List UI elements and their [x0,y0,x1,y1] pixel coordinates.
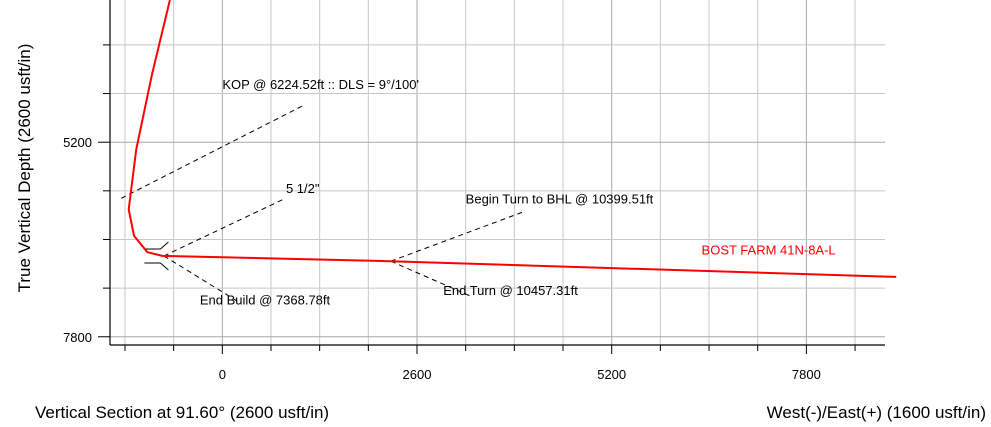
casing-marker [144,241,169,271]
y-axis-label: True Vertical Depth (2600 usft/in) [15,44,34,293]
x-axis-label-left: Vertical Section at 91.60° (2600 usft/in… [35,403,329,422]
y-tick-label: 7800 [63,330,92,345]
series-label: BOST FARM 41N-8A-L [702,242,836,257]
axes [109,0,885,346]
x-tick-label: 2600 [403,367,432,382]
y-tick-label: 5200 [63,135,92,150]
grid [110,0,885,345]
annotation-label: KOP @ 6224.52ft :: DLS = 9°/100' [222,77,419,92]
annotation-leader [163,199,283,257]
ticks: 0 2600 5200 7800 5200 7800 [63,44,856,382]
x-tick-label: 0 [219,367,226,382]
annotation-label: End Turn @ 10457.31ft [443,283,578,298]
annotation-label: 5 1/2" [286,181,320,196]
annotation-label: End Build @ 7368.78ft [200,293,331,308]
annotations: KOP @ 6224.52ft :: DLS = 9°/100'5 1/2"Be… [121,77,654,308]
annotation-label: Begin Turn to BHL @ 10399.51ft [466,192,654,207]
annotation-leader [121,104,305,199]
annotation-leader [390,210,526,262]
x-tick-label: 7800 [792,367,821,382]
x-axis-label-right: West(-)/East(+) (1600 usft/in) [767,403,986,422]
series-layer: BOST FARM 41N-8A-L [127,0,897,278]
series-line [127,0,897,278]
x-tick-label: 5200 [597,367,626,382]
annotation-leader [163,255,239,303]
